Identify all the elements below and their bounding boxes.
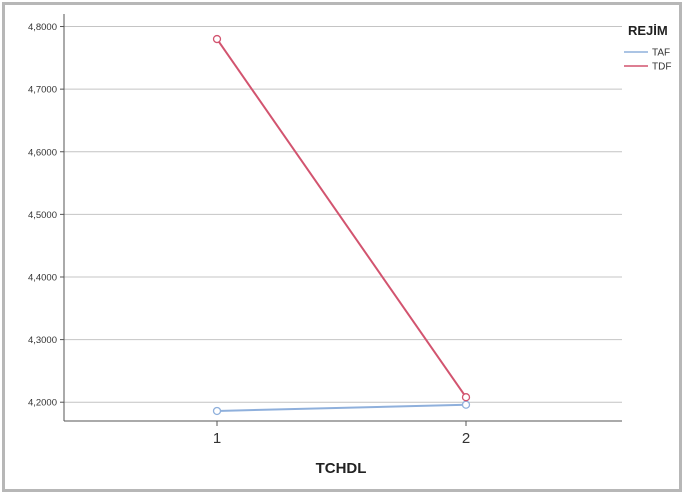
series-layer bbox=[212, 34, 471, 416]
y-tick-label: 4,5000 bbox=[28, 210, 57, 221]
y-tick-label: 4,2000 bbox=[28, 398, 57, 409]
data-point-taf bbox=[461, 400, 471, 409]
x-tick-label: 1 bbox=[213, 430, 221, 447]
y-tick-label: 4,8000 bbox=[28, 22, 57, 33]
legend-title: REJİM bbox=[628, 23, 668, 38]
x-tick-label: 2 bbox=[462, 430, 470, 447]
data-point-taf bbox=[212, 406, 222, 416]
series-line-tdf bbox=[216, 38, 467, 398]
y-axis-ticks: 4,2000 4,3000 4,4000 4,5000 4,6000 4,7000 4,80… bbox=[28, 22, 64, 409]
data-point-tdf bbox=[461, 393, 471, 402]
y-tick-label: 4,4000 bbox=[28, 272, 57, 283]
legend: REJİM TAF TDF bbox=[624, 23, 671, 73]
legend-label-tdf: TDF bbox=[652, 62, 671, 73]
chart-frame bbox=[2, 2, 682, 492]
x-axis-title: TCHDL bbox=[316, 460, 367, 477]
y-tick-label: 4,7000 bbox=[28, 85, 57, 96]
y-tick-label: 4,3000 bbox=[28, 335, 57, 346]
legend-label-taf: TAF bbox=[652, 48, 670, 59]
data-point-tdf bbox=[212, 34, 222, 44]
y-tick-label: 4,6000 bbox=[28, 147, 57, 158]
series-line-taf bbox=[216, 403, 467, 412]
gridlines bbox=[64, 26, 622, 403]
